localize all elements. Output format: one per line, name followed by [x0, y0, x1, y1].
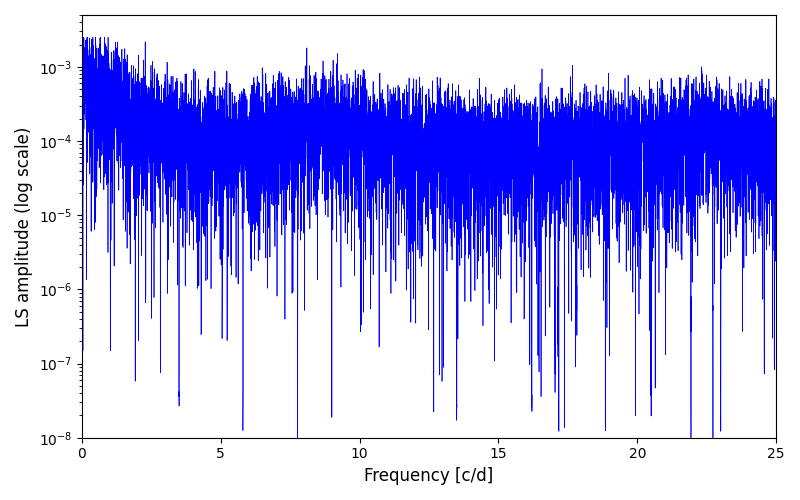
- X-axis label: Frequency [c/d]: Frequency [c/d]: [364, 467, 494, 485]
- Y-axis label: LS amplitude (log scale): LS amplitude (log scale): [15, 126, 33, 326]
